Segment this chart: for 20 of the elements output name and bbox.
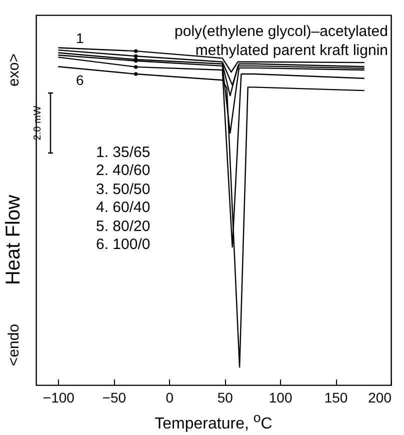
x-axis-title: Temperature, $^{o}$C (154, 410, 272, 434)
text: <endo (6, 324, 22, 366)
annotation: 3. 50/50 (96, 180, 150, 198)
x-tick-label: 0 (166, 390, 174, 406)
x-tick-label: 200 (368, 390, 392, 406)
chart-title: poly(ethylene glycol)–acetylated methylated parent kraft lignin (174, 22, 388, 60)
x-tick-label: 150 (324, 390, 348, 406)
x-tick-label: −100 (42, 390, 75, 406)
annotation: 2. 40/60 (96, 162, 150, 180)
annotation: 1. 35/65 (96, 144, 150, 161)
x-tick-label: 100 (268, 390, 292, 406)
annotation: 6. 100/0 (96, 236, 150, 253)
y-axis-title: Heat Flow (2, 194, 26, 286)
text: exo> (6, 54, 22, 86)
x-tick-label: −50 (102, 390, 126, 406)
text: 1 (76, 30, 84, 46)
annotation: 6 (76, 72, 84, 88)
annotation: 4. 60/40 (96, 199, 150, 216)
x-tick-label: 50 (217, 390, 234, 406)
annotation: 5. 80/20 (96, 218, 150, 235)
